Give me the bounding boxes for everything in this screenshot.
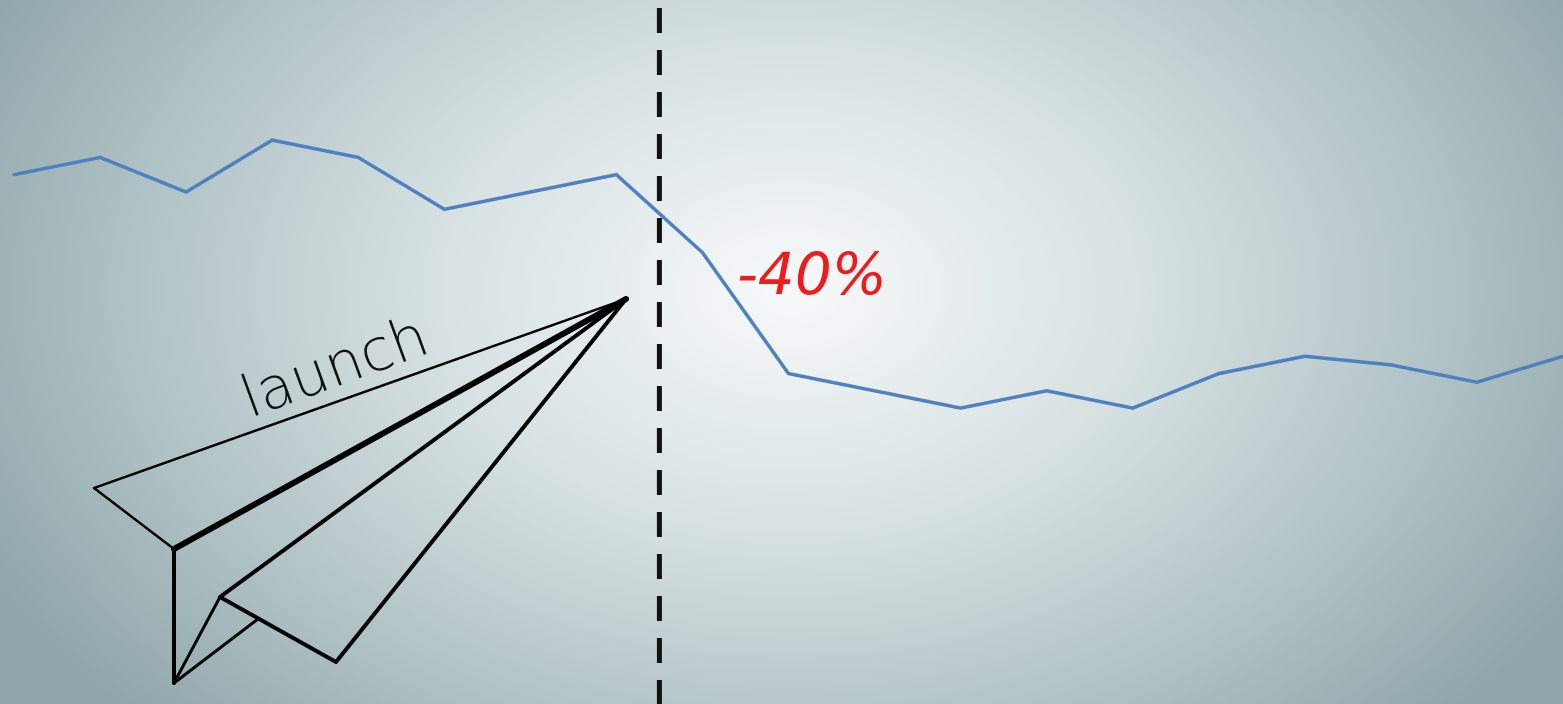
data-point	[98, 155, 102, 159]
data-point	[1303, 354, 1307, 358]
data-point	[1475, 380, 1479, 384]
data-point	[873, 389, 877, 393]
data-point	[1217, 372, 1221, 376]
data-point	[12, 173, 16, 177]
data-point	[356, 155, 360, 159]
data-point	[184, 190, 188, 194]
series-layer	[12, 138, 1563, 410]
data-point	[1045, 389, 1049, 393]
data-point	[1131, 406, 1135, 410]
data-point	[787, 372, 790, 376]
data-point	[442, 207, 446, 211]
paper-plane-icon	[92, 296, 629, 685]
data-point	[700, 251, 704, 254]
data-point	[959, 406, 963, 410]
data-point	[270, 138, 274, 142]
data-point	[1389, 363, 1393, 367]
data-point	[614, 173, 618, 177]
launch-annotation: launch	[232, 301, 437, 431]
data-point	[528, 190, 532, 194]
change-annotation: -40%	[737, 240, 887, 308]
